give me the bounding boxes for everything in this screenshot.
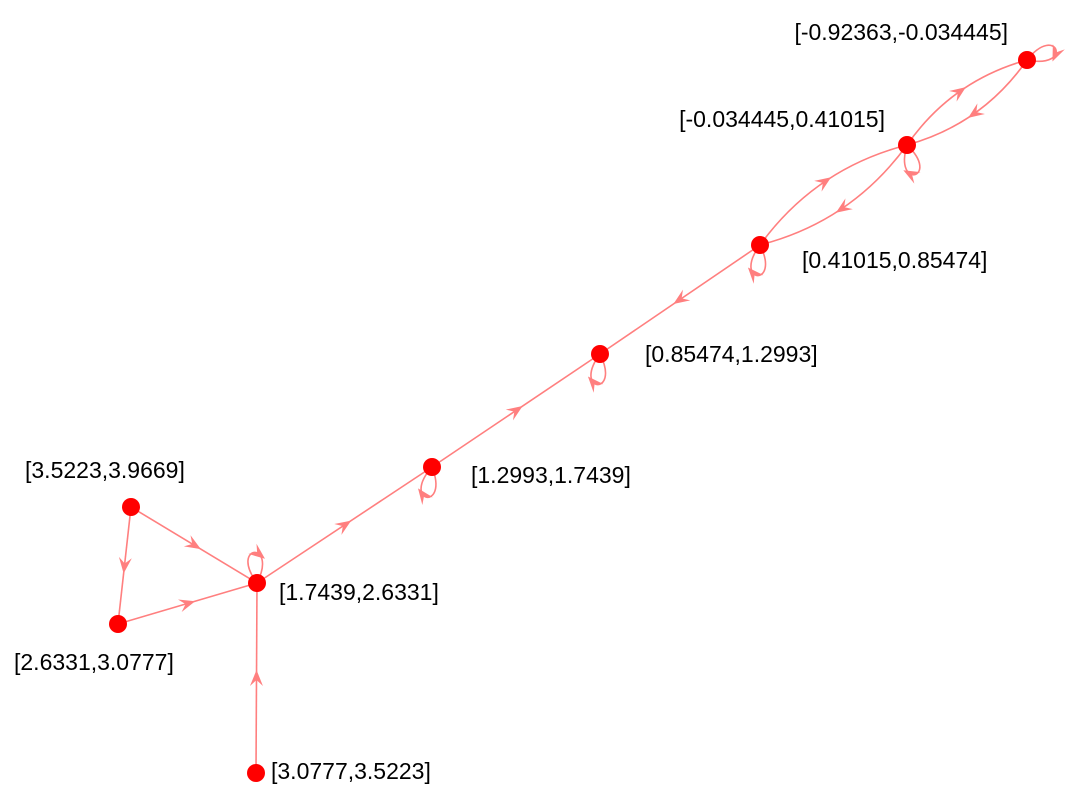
node-n6 xyxy=(248,574,266,592)
edge-n2-to-n3-arrowhead xyxy=(835,198,853,213)
node-label-n8: [3.0777,3.5223] xyxy=(271,758,431,784)
edge-n8-to-n6-arrowhead xyxy=(249,670,263,687)
edge-n9-to-n6-arrowhead xyxy=(183,535,201,550)
edge-n5-to-n5 xyxy=(420,466,437,499)
node-n5 xyxy=(423,458,441,476)
node-label-n2: [-0.034445,0.41015] xyxy=(679,106,885,132)
node-n1 xyxy=(1018,51,1036,69)
node-label-n5: [1.2993,1.7439] xyxy=(471,462,631,488)
labels-layer: [-0.92363,-0.034445] [-0.034445,0.41015] [… xyxy=(14,19,1008,784)
edge-n9-to-n7-arrowhead xyxy=(118,556,132,574)
edges-layer xyxy=(117,44,1065,774)
node-n3 xyxy=(751,236,769,254)
node-n7 xyxy=(109,615,127,633)
edge-n4-to-n4-arrowhead xyxy=(587,376,604,393)
edge-n2-to-n1-arrowhead xyxy=(949,87,966,102)
edge-n2-to-n3 xyxy=(759,144,908,246)
edge-n6-to-n6-arrowhead xyxy=(248,543,265,559)
node-label-n7: [2.6331,3.0777] xyxy=(14,649,174,675)
edge-n7-to-n6-arrowhead xyxy=(177,599,196,612)
edge-n3-to-n2-arrowhead xyxy=(814,177,832,192)
node-label-n1: [-0.92363,-0.034445] xyxy=(794,19,1008,45)
edge-n3-to-n4-arrowhead xyxy=(673,289,691,305)
edge-n6-to-n6 xyxy=(247,551,264,584)
edge-n1-to-n1-arrowhead xyxy=(1052,44,1065,62)
edge-n1-to-n2 xyxy=(906,59,1028,146)
edge-n4-to-n4 xyxy=(590,353,607,386)
node-label-n9: [3.5223,3.9669] xyxy=(25,457,185,483)
edge-n5-to-n4-arrowhead xyxy=(505,406,523,421)
edge-n3-to-n3 xyxy=(750,244,767,277)
edge-n5-to-n5-arrowhead xyxy=(418,488,433,506)
node-n9 xyxy=(122,498,140,516)
edge-n2-to-n1 xyxy=(906,59,1028,146)
node-label-n4: [0.85474,1.2993] xyxy=(645,341,818,367)
node-n4 xyxy=(591,345,609,363)
edge-n1-to-n2-arrowhead xyxy=(968,103,985,118)
edge-n2-to-n2 xyxy=(903,144,921,176)
node-label-n6: [1.7439,2.6331] xyxy=(279,579,439,605)
node-n8 xyxy=(247,764,265,782)
edge-n1-to-n1 xyxy=(1026,44,1057,63)
nodes-layer xyxy=(109,51,1036,782)
edge-n2-to-n2-arrowhead xyxy=(903,170,921,184)
edge-n6-to-n5-arrowhead xyxy=(334,520,352,535)
edge-n3-to-n2 xyxy=(759,144,908,246)
node-label-n3: [0.41015,0.85474] xyxy=(802,247,987,273)
node-n2 xyxy=(898,136,916,154)
edge-n3-to-n3-arrowhead xyxy=(747,267,764,284)
